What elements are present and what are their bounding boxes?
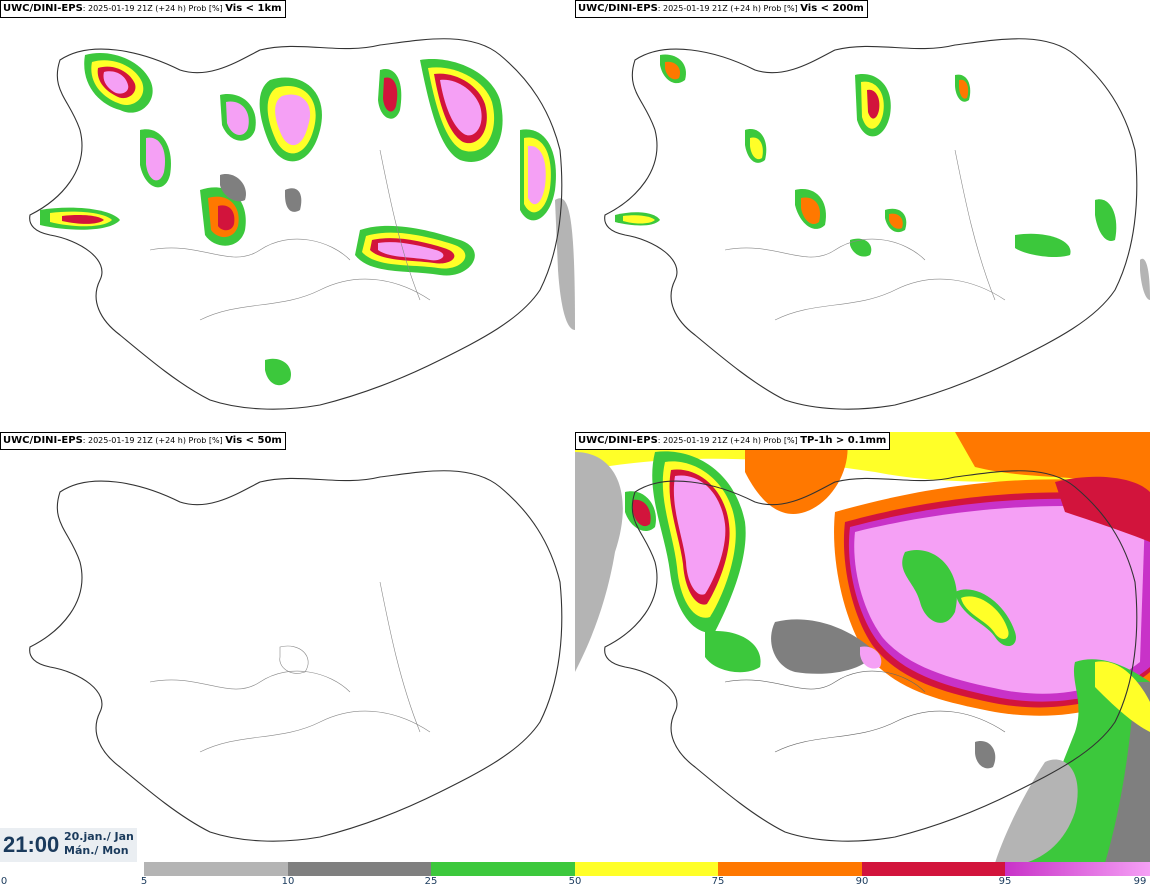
run-info: : 2025-01-19 21Z (+24 h) Prob [%] [657, 4, 801, 13]
model-name: UWC/DINI-EPS [578, 435, 658, 446]
model-name: UWC/DINI-EPS [578, 3, 658, 14]
model-name: UWC/DINI-EPS [3, 3, 83, 14]
colorbar-segment-75-90 [718, 862, 862, 876]
valid-weekday: Mán./ Mon [64, 844, 129, 857]
valid-time: 21:00 [3, 832, 60, 857]
panel-title: UWC/DINI-EPS: 2025-01-19 21Z (+24 h) Pro… [575, 432, 891, 450]
variable-name: Vis < 1km [225, 3, 282, 14]
iceland-outline-50m [29, 470, 563, 842]
map-panel-tp-1h: UWC/DINI-EPS: 2025-01-19 21Z (+24 h) Pro… [575, 432, 1150, 863]
colorbar-tick: 75 [711, 876, 725, 887]
probability-field-1km [40, 52, 575, 386]
model-name: UWC/DINI-EPS [3, 435, 83, 446]
panel-title: UWC/DINI-EPS: 2025-01-19 21Z (+24 h) Pro… [0, 0, 286, 18]
iceland-outline-precip [604, 470, 1138, 842]
colorbar-segment-50-75 [575, 862, 718, 876]
colorbar-segment-5-10 [144, 862, 288, 876]
variable-name: Vis < 200m [800, 3, 864, 14]
colorbar [144, 862, 1150, 876]
valid-date-line: 20.jan./ Jan [64, 830, 134, 843]
run-info: : 2025-01-19 21Z (+24 h) Prob [%] [82, 4, 226, 13]
run-info: : 2025-01-19 21Z (+24 h) Prob [%] [657, 436, 801, 445]
colorbar-tick: 0 [0, 876, 8, 887]
colorbar-segment-25-50 [431, 862, 575, 876]
map-panel-vis-50m: UWC/DINI-EPS: 2025-01-19 21Z (+24 h) Pro… [0, 432, 575, 863]
colorbar-segment-95-99 [1005, 862, 1150, 876]
colorbar-segment-10-25 [288, 862, 431, 876]
probability-field-200m [615, 54, 1150, 300]
probability-field-precip [575, 432, 1150, 863]
iceland-map-50m [29, 470, 563, 842]
run-info: : 2025-01-19 21Z (+24 h) Prob [%] [82, 436, 226, 445]
colorbar-tick: 95 [998, 876, 1012, 887]
valid-date: 20.jan./ Jan Mán./ Mon [64, 830, 134, 858]
iceland-outline-200m [604, 38, 1138, 410]
iceland-outline-1km [29, 38, 563, 410]
variable-name: TP-1h > 0.1mm [800, 435, 887, 446]
colorbar-tick: 90 [855, 876, 869, 887]
iceland-map-precip [575, 432, 1150, 863]
variable-name: Vis < 50m [225, 435, 282, 446]
iceland-map-200m [604, 38, 1150, 410]
colorbar-tick: 25 [424, 876, 438, 887]
panel-title: UWC/DINI-EPS: 2025-01-19 21Z (+24 h) Pro… [575, 0, 868, 18]
map-panel-vis-200m: UWC/DINI-EPS: 2025-01-19 21Z (+24 h) Pro… [575, 0, 1150, 431]
colorbar-segment-90-95 [862, 862, 1005, 876]
map-panel-vis-1km: UWC/DINI-EPS: 2025-01-19 21Z (+24 h) Pro… [0, 0, 575, 431]
panel-title: UWC/DINI-EPS: 2025-01-19 21Z (+24 h) Pro… [0, 432, 286, 450]
colorbar-tick: 50 [568, 876, 582, 887]
colorbar-tick: 10 [281, 876, 295, 887]
valid-time-box: 21:00 20.jan./ Jan Mán./ Mon [0, 828, 137, 862]
colorbar-tick: 99 [1133, 876, 1147, 887]
colorbar-tick: 5 [140, 876, 148, 887]
iceland-map-1km [29, 38, 575, 410]
